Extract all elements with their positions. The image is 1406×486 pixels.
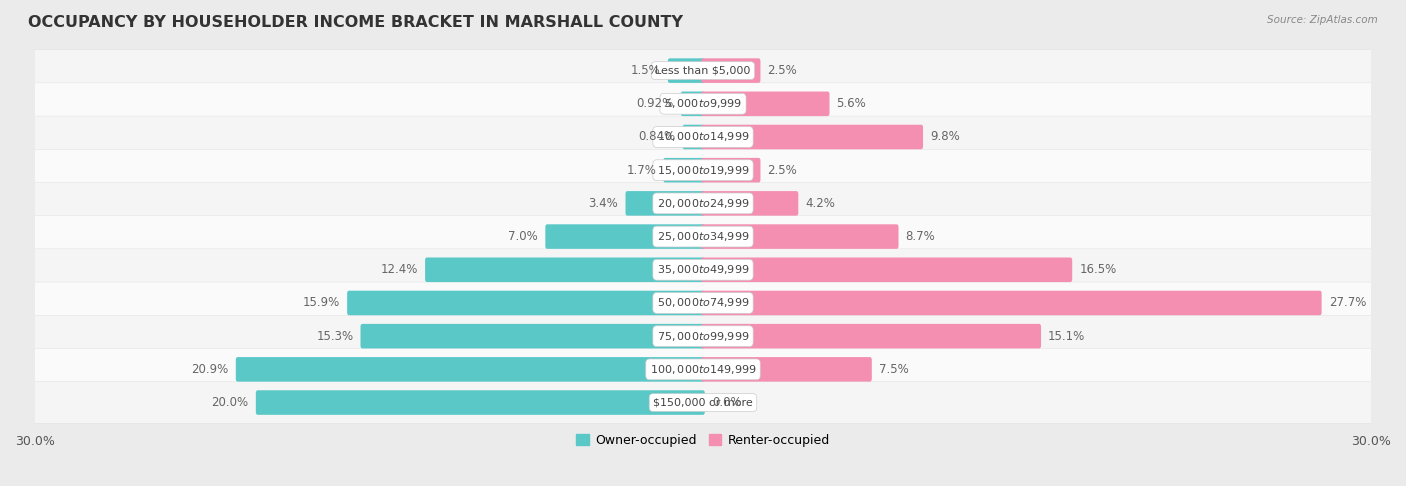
Text: $50,000 to $74,999: $50,000 to $74,999	[657, 296, 749, 310]
Text: 12.4%: 12.4%	[381, 263, 418, 276]
FancyBboxPatch shape	[702, 91, 830, 116]
FancyBboxPatch shape	[21, 83, 1385, 125]
Text: 0.92%: 0.92%	[637, 97, 673, 110]
Text: 3.4%: 3.4%	[589, 197, 619, 210]
Text: $20,000 to $24,999: $20,000 to $24,999	[657, 197, 749, 210]
Text: $10,000 to $14,999: $10,000 to $14,999	[657, 130, 749, 143]
FancyBboxPatch shape	[681, 91, 704, 116]
FancyBboxPatch shape	[21, 216, 1385, 258]
Text: 0.84%: 0.84%	[638, 130, 675, 143]
Text: 7.5%: 7.5%	[879, 363, 908, 376]
Text: 20.0%: 20.0%	[211, 396, 249, 409]
FancyBboxPatch shape	[21, 348, 1385, 390]
FancyBboxPatch shape	[668, 58, 704, 83]
Text: 4.2%: 4.2%	[806, 197, 835, 210]
Text: 9.8%: 9.8%	[931, 130, 960, 143]
FancyBboxPatch shape	[21, 382, 1385, 423]
Text: 20.9%: 20.9%	[191, 363, 229, 376]
FancyBboxPatch shape	[21, 50, 1385, 91]
FancyBboxPatch shape	[256, 390, 704, 415]
FancyBboxPatch shape	[702, 125, 922, 149]
FancyBboxPatch shape	[21, 249, 1385, 291]
FancyBboxPatch shape	[21, 282, 1385, 324]
Legend: Owner-occupied, Renter-occupied: Owner-occupied, Renter-occupied	[571, 429, 835, 451]
FancyBboxPatch shape	[347, 291, 704, 315]
Text: $15,000 to $19,999: $15,000 to $19,999	[657, 164, 749, 177]
Text: $35,000 to $49,999: $35,000 to $49,999	[657, 263, 749, 276]
Text: 15.3%: 15.3%	[316, 330, 353, 343]
Text: 15.9%: 15.9%	[302, 296, 340, 310]
Text: 1.5%: 1.5%	[631, 64, 661, 77]
Text: Source: ZipAtlas.com: Source: ZipAtlas.com	[1267, 15, 1378, 25]
Text: $75,000 to $99,999: $75,000 to $99,999	[657, 330, 749, 343]
FancyBboxPatch shape	[702, 58, 761, 83]
FancyBboxPatch shape	[360, 324, 704, 348]
Text: 15.1%: 15.1%	[1047, 330, 1085, 343]
Text: $150,000 or more: $150,000 or more	[654, 398, 752, 408]
FancyBboxPatch shape	[702, 258, 1073, 282]
FancyBboxPatch shape	[702, 191, 799, 216]
FancyBboxPatch shape	[21, 116, 1385, 158]
Text: 7.0%: 7.0%	[509, 230, 538, 243]
Text: 8.7%: 8.7%	[905, 230, 935, 243]
FancyBboxPatch shape	[626, 191, 704, 216]
FancyBboxPatch shape	[682, 125, 704, 149]
FancyBboxPatch shape	[21, 182, 1385, 225]
Text: $100,000 to $149,999: $100,000 to $149,999	[650, 363, 756, 376]
Text: 2.5%: 2.5%	[768, 64, 797, 77]
FancyBboxPatch shape	[702, 357, 872, 382]
Text: 27.7%: 27.7%	[1329, 296, 1367, 310]
FancyBboxPatch shape	[702, 324, 1040, 348]
Text: OCCUPANCY BY HOUSEHOLDER INCOME BRACKET IN MARSHALL COUNTY: OCCUPANCY BY HOUSEHOLDER INCOME BRACKET …	[28, 15, 683, 30]
FancyBboxPatch shape	[664, 158, 704, 182]
Text: 0.0%: 0.0%	[711, 396, 741, 409]
Text: $25,000 to $34,999: $25,000 to $34,999	[657, 230, 749, 243]
FancyBboxPatch shape	[702, 158, 761, 182]
Text: $5,000 to $9,999: $5,000 to $9,999	[664, 97, 742, 110]
Text: 16.5%: 16.5%	[1080, 263, 1116, 276]
FancyBboxPatch shape	[702, 291, 1322, 315]
FancyBboxPatch shape	[21, 315, 1385, 357]
Text: 2.5%: 2.5%	[768, 164, 797, 177]
FancyBboxPatch shape	[21, 149, 1385, 191]
FancyBboxPatch shape	[702, 225, 898, 249]
FancyBboxPatch shape	[546, 225, 704, 249]
FancyBboxPatch shape	[425, 258, 704, 282]
Text: 5.6%: 5.6%	[837, 97, 866, 110]
Text: Less than $5,000: Less than $5,000	[655, 66, 751, 76]
Text: 1.7%: 1.7%	[626, 164, 657, 177]
FancyBboxPatch shape	[236, 357, 704, 382]
